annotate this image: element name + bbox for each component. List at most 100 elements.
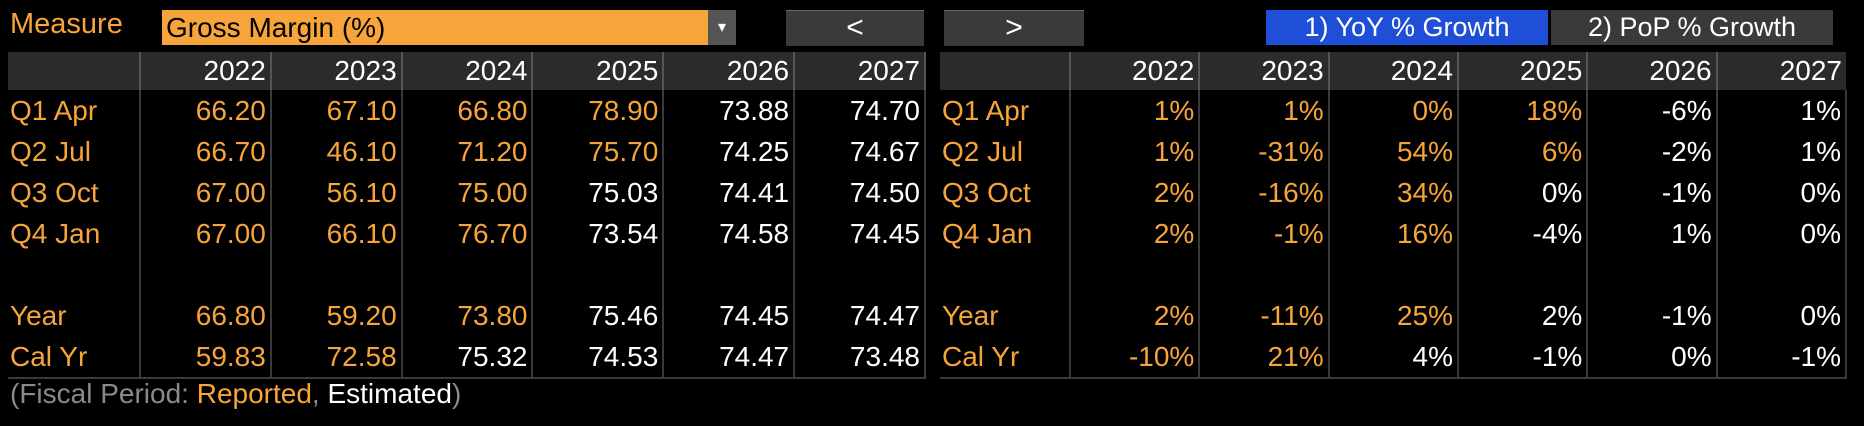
value-cell: 72.58: [270, 336, 403, 379]
value-cell: 0%: [1587, 336, 1718, 379]
value-cell: -1%: [1457, 336, 1589, 379]
value-cell: 0%: [1328, 90, 1459, 131]
year-header: 2027: [1716, 52, 1846, 90]
value-cell: 1%: [1587, 213, 1718, 254]
value-cell: 66.70: [140, 131, 272, 172]
value-cell: 67.00: [140, 213, 272, 254]
table-row: Q2 Jul 1% -31% 54% 6% -2% 1%: [940, 131, 1848, 172]
value-cell: -1%: [1199, 213, 1330, 254]
row-label: Q1 Apr: [8, 90, 141, 131]
value-cell: 74.47: [663, 336, 796, 379]
year-header-row: 2022 2023 2024 2025 2026 2027: [8, 52, 926, 90]
table-row: Q3 Oct 2% -16% 34% 0% -1% 0%: [940, 172, 1848, 213]
value-cell: 74.70: [794, 90, 926, 131]
table-row: Q4 Jan 67.00 66.10 76.70 73.54 74.58 74.45: [8, 213, 926, 254]
year-header: 2022: [1070, 52, 1201, 90]
table-row: Q3 Oct 67.00 56.10 75.00 75.03 74.41 74.50: [8, 172, 926, 213]
table-row: Year 2% -11% 25% 2% -1% 0%: [940, 295, 1848, 336]
value-cell: [1199, 254, 1330, 295]
value-cell: -1%: [1587, 172, 1718, 213]
legend-estimated: Estimated: [327, 378, 452, 409]
table-row: Q4 Jan 2% -1% 16% -4% 1% 0%: [940, 213, 1848, 254]
value-cell: 1%: [1070, 90, 1201, 131]
row-label: Q2 Jul: [8, 131, 141, 172]
row-label: Q3 Oct: [8, 172, 141, 213]
value-cell: -1%: [1716, 336, 1848, 379]
value-cell: 2%: [1070, 213, 1201, 254]
row-label: Q4 Jan: [940, 213, 1071, 254]
value-cell: 2%: [1457, 295, 1589, 336]
table-row: Cal Yr 59.83 72.58 75.32 74.53 74.47 73.48: [8, 336, 926, 379]
value-cell: -11%: [1199, 295, 1330, 336]
value-cell: 74.58: [663, 213, 796, 254]
value-cell: [1328, 254, 1459, 295]
pop-growth-button[interactable]: 2) PoP % Growth: [1551, 10, 1833, 45]
value-cell: 1%: [1199, 90, 1330, 131]
row-label: Cal Yr: [940, 336, 1071, 379]
value-cell: 74.47: [794, 295, 926, 336]
year-header: 2027: [794, 52, 926, 90]
value-cell: [1070, 254, 1201, 295]
value-cell: 0%: [1457, 172, 1589, 213]
value-cell: 74.67: [794, 131, 926, 172]
measure-label: Measure: [10, 8, 123, 40]
value-cell: [532, 254, 665, 295]
value-cell: 56.10: [270, 172, 403, 213]
value-cell: 1%: [1716, 131, 1848, 172]
value-cell: -6%: [1587, 90, 1718, 131]
value-cell: -4%: [1457, 213, 1589, 254]
value-cell: 59.20: [270, 295, 403, 336]
value-cell: 34%: [1328, 172, 1459, 213]
year-header: 2023: [1199, 52, 1330, 90]
value-cell: 66.10: [270, 213, 403, 254]
value-cell: -2%: [1587, 131, 1718, 172]
measure-select[interactable]: Gross Margin (%): [162, 10, 708, 45]
fiscal-period-legend: (Fiscal Period: Reported, Estimated): [10, 378, 461, 410]
value-cell: 74.45: [663, 295, 796, 336]
table-row: Q1 Apr 1% 1% 0% 18% -6% 1%: [940, 90, 1848, 131]
value-cell: 71.20: [401, 131, 534, 172]
value-cell: 73.88: [663, 90, 796, 131]
table-row: Q1 Apr 66.20 67.10 66.80 78.90 73.88 74.70: [8, 90, 926, 131]
value-cell: [794, 254, 926, 295]
value-cell: 54%: [1328, 131, 1459, 172]
value-cell: 67.10: [270, 90, 403, 131]
value-cell: 0%: [1716, 213, 1848, 254]
value-cell: 75.32: [401, 336, 534, 379]
value-cell: 0%: [1716, 172, 1848, 213]
year-header: 2024: [401, 52, 534, 90]
value-cell: 74.45: [794, 213, 926, 254]
value-cell: -10%: [1070, 336, 1201, 379]
value-cell: 74.41: [663, 172, 796, 213]
legend-suffix: ): [451, 378, 462, 409]
value-cell: -31%: [1199, 131, 1330, 172]
prev-button[interactable]: <: [786, 10, 924, 46]
row-label: Q4 Jan: [8, 213, 141, 254]
next-button[interactable]: >: [944, 10, 1084, 46]
legend-prefix: (Fiscal Period:: [10, 378, 197, 409]
value-cell: 74.25: [663, 131, 796, 172]
value-cell: 59.83: [140, 336, 272, 379]
legend-separator: ,: [311, 378, 328, 409]
value-cell: -16%: [1199, 172, 1330, 213]
value-cell: 18%: [1457, 90, 1589, 131]
growth-table: 2022 2023 2024 2025 2026 2027 Q1 Apr 1% 1%…: [940, 52, 1848, 379]
row-label: Cal Yr: [8, 336, 141, 379]
value-cell: 73.80: [401, 295, 534, 336]
yoy-growth-button[interactable]: 1) YoY % Growth: [1266, 10, 1548, 45]
year-header: 2025: [532, 52, 665, 90]
corner-cell: [8, 52, 141, 90]
value-cell: 75.70: [532, 131, 665, 172]
value-cell: [1457, 254, 1589, 295]
chevron-down-icon[interactable]: ▾: [708, 10, 736, 45]
value-cell: 74.50: [794, 172, 926, 213]
value-cell: 73.54: [532, 213, 665, 254]
value-cell: -1%: [1587, 295, 1718, 336]
value-cell: 6%: [1457, 131, 1589, 172]
row-label: Year: [940, 295, 1071, 336]
value-cell: [1716, 254, 1848, 295]
value-cell: [1587, 254, 1718, 295]
value-cell: 73.48: [794, 336, 926, 379]
value-cell: 25%: [1328, 295, 1459, 336]
value-cell: 78.90: [532, 90, 665, 131]
